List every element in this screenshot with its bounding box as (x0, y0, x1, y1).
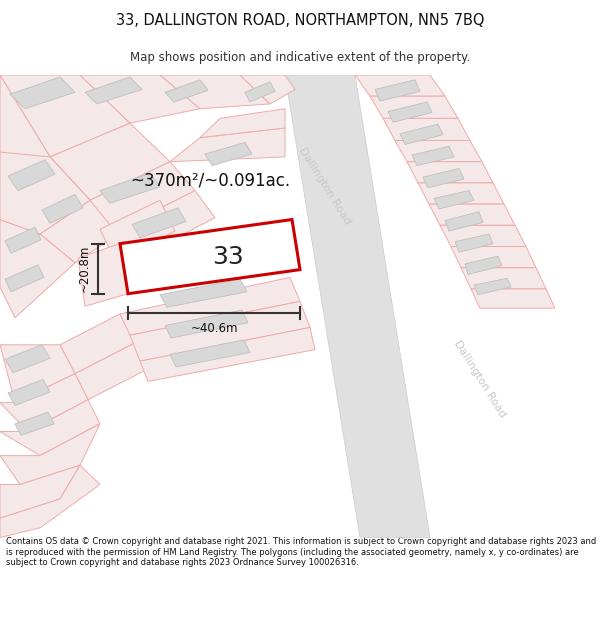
Polygon shape (0, 465, 80, 518)
Polygon shape (383, 118, 470, 141)
Polygon shape (15, 412, 54, 436)
Polygon shape (412, 146, 454, 166)
Polygon shape (90, 162, 195, 231)
Polygon shape (85, 77, 142, 104)
Polygon shape (245, 82, 275, 102)
Polygon shape (395, 141, 482, 162)
Polygon shape (100, 173, 160, 203)
Polygon shape (0, 157, 90, 234)
Polygon shape (8, 379, 50, 406)
Polygon shape (461, 268, 546, 289)
Text: Dallington Road: Dallington Road (297, 146, 353, 226)
Polygon shape (42, 194, 83, 223)
Text: 33, DALLINGTON ROAD, NORTHAMPTON, NN5 7BQ: 33, DALLINGTON ROAD, NORTHAMPTON, NN5 7B… (116, 13, 484, 28)
Polygon shape (78, 244, 128, 306)
Polygon shape (5, 345, 50, 372)
Text: ~20.8m: ~20.8m (77, 245, 91, 292)
Polygon shape (160, 75, 270, 109)
Polygon shape (285, 75, 430, 538)
Text: 33: 33 (212, 244, 244, 269)
Text: Dallington Road: Dallington Road (452, 338, 508, 419)
Polygon shape (40, 200, 125, 263)
Polygon shape (0, 424, 100, 484)
Polygon shape (418, 183, 504, 204)
Polygon shape (170, 340, 250, 367)
Polygon shape (407, 162, 493, 183)
Polygon shape (445, 212, 483, 231)
Polygon shape (0, 75, 50, 219)
Polygon shape (120, 219, 300, 294)
Polygon shape (200, 109, 285, 138)
Polygon shape (474, 278, 511, 294)
Polygon shape (0, 75, 130, 157)
Polygon shape (455, 234, 493, 253)
Polygon shape (50, 123, 170, 200)
Text: ~40.6m: ~40.6m (190, 322, 238, 335)
Polygon shape (80, 75, 200, 123)
Polygon shape (451, 246, 536, 268)
Polygon shape (100, 200, 175, 260)
Polygon shape (375, 80, 420, 101)
Polygon shape (0, 152, 90, 234)
Polygon shape (440, 225, 526, 246)
Polygon shape (388, 102, 432, 122)
Polygon shape (0, 345, 75, 403)
Text: Contains OS data © Crown copyright and database right 2021. This information is : Contains OS data © Crown copyright and d… (6, 538, 596, 568)
Polygon shape (434, 191, 474, 209)
Polygon shape (140, 328, 315, 381)
Polygon shape (75, 343, 148, 400)
Polygon shape (0, 400, 100, 456)
Polygon shape (8, 160, 55, 191)
Text: ~370m²/~0.091ac.: ~370m²/~0.091ac. (130, 172, 290, 190)
Polygon shape (160, 279, 247, 308)
Polygon shape (0, 374, 88, 431)
Polygon shape (115, 191, 215, 260)
Text: Map shows position and indicative extent of the property.: Map shows position and indicative extent… (130, 51, 470, 64)
Polygon shape (429, 204, 515, 225)
Polygon shape (240, 75, 295, 104)
Polygon shape (165, 310, 248, 338)
Polygon shape (10, 77, 75, 109)
Polygon shape (471, 289, 555, 308)
Polygon shape (5, 265, 44, 292)
Polygon shape (130, 301, 310, 361)
Polygon shape (165, 80, 208, 102)
Polygon shape (170, 128, 285, 162)
Polygon shape (120, 278, 300, 335)
Polygon shape (400, 124, 443, 144)
Polygon shape (205, 142, 252, 166)
Polygon shape (465, 256, 502, 274)
Polygon shape (0, 219, 75, 318)
Polygon shape (423, 169, 464, 187)
Polygon shape (0, 465, 100, 538)
Polygon shape (132, 208, 186, 238)
Polygon shape (5, 228, 41, 253)
Polygon shape (370, 96, 458, 118)
Polygon shape (355, 75, 445, 96)
Polygon shape (60, 314, 135, 374)
